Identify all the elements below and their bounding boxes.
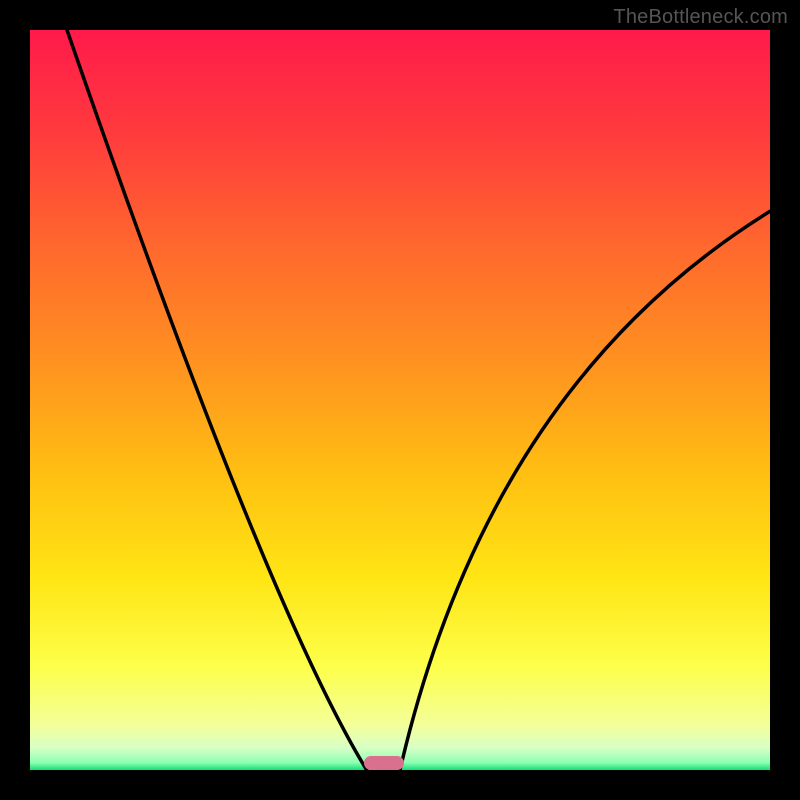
curve-left-branch: [67, 30, 367, 770]
curve-svg: [0, 0, 800, 800]
watermark-text: TheBottleneck.com: [613, 6, 788, 29]
curve-right-branch: [400, 211, 770, 770]
chart-frame: TheBottleneck.com: [0, 0, 800, 800]
minimum-marker: [364, 756, 404, 770]
